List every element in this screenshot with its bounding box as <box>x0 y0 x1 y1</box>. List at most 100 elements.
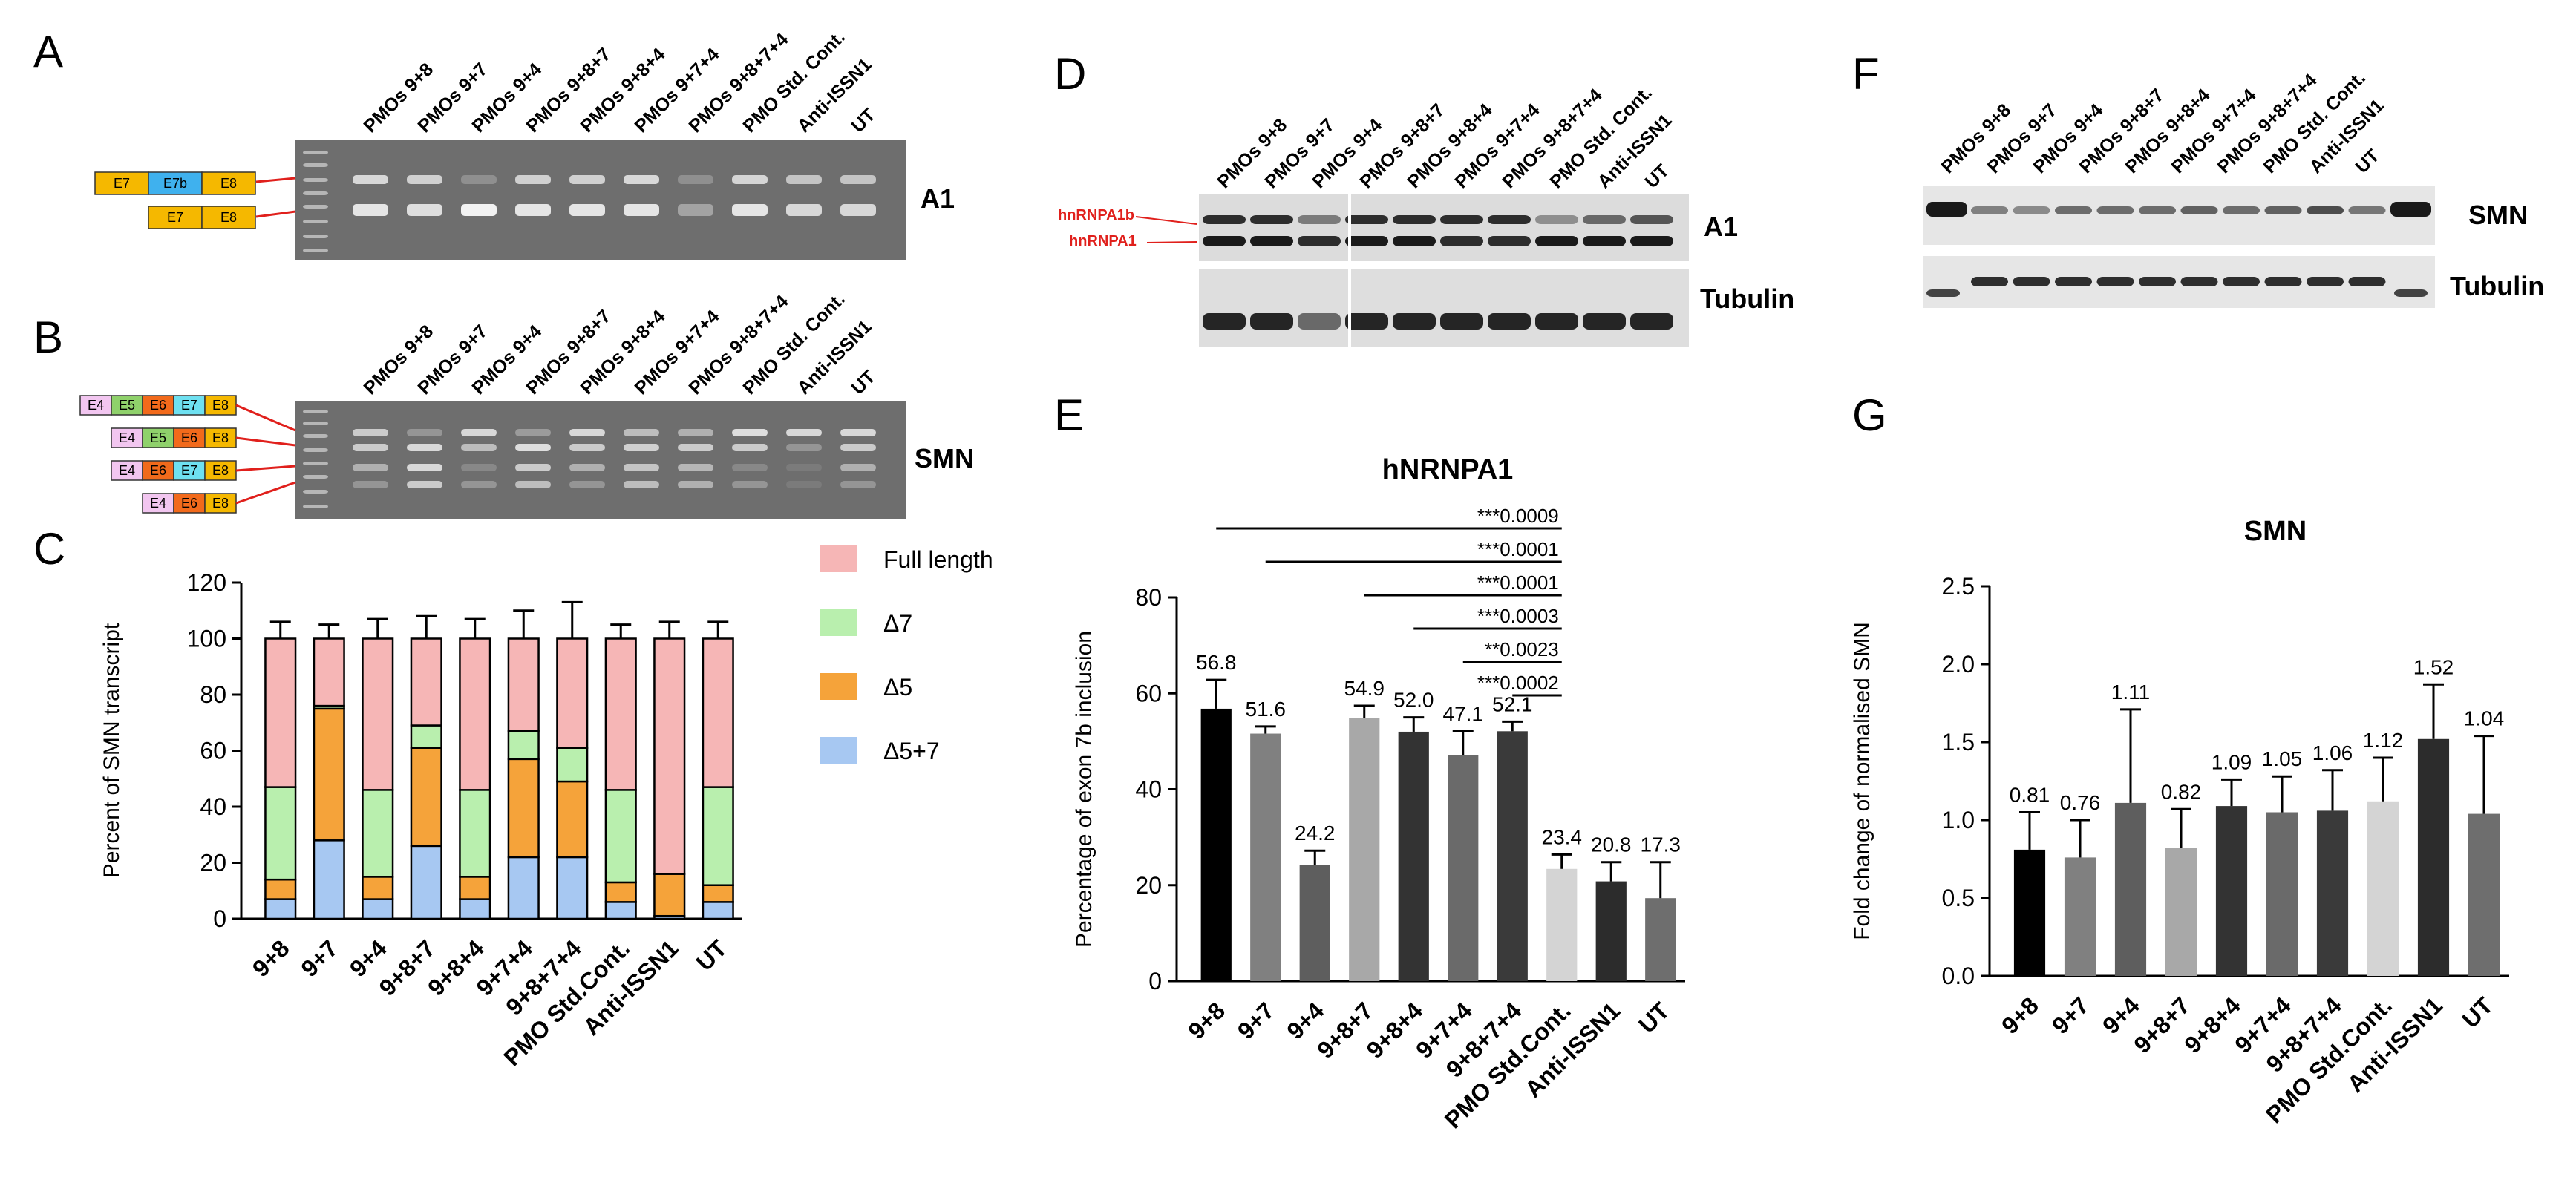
blot-band <box>2348 206 2386 214</box>
y-axis-title: Fold change of normalised SMN <box>1850 622 1874 940</box>
bar <box>2266 812 2298 976</box>
gel-band <box>569 429 605 436</box>
blot-band <box>2223 206 2260 214</box>
gel-band <box>840 481 876 488</box>
gel-band <box>461 175 497 184</box>
band-label-hnrnpa1: hnRNPA1 <box>1069 233 1137 249</box>
gel-band <box>569 481 605 488</box>
gel-band <box>732 175 768 184</box>
exon-label: E4 <box>150 496 166 511</box>
stacked-bar-segment <box>264 637 297 788</box>
stacked-bar-segment <box>556 856 589 920</box>
blot-band <box>1440 215 1483 224</box>
exon-label: E4 <box>88 398 104 413</box>
exon-box <box>173 460 206 481</box>
panel-b-isoform-diagram: E4 E5 E6 E7 E8 E4 E5 E6 E8 E4 E6 E7 E8 E4 E6 E8 <box>79 395 296 514</box>
stacked-bar-segment <box>507 758 540 859</box>
chart-title: hNRNPA1 <box>1382 454 1514 485</box>
gel-band <box>461 481 497 488</box>
bar <box>1398 731 1429 981</box>
stacked-bar-segment <box>604 637 637 791</box>
gel-band <box>786 481 822 488</box>
blot-band <box>2096 206 2134 214</box>
blot-band <box>1345 313 1388 330</box>
bar <box>1546 868 1578 981</box>
stacked-bar-segment <box>264 878 297 900</box>
stacked-bar-segment <box>362 898 394 920</box>
stacked-bar-segment <box>507 856 540 920</box>
exon-box <box>204 427 237 448</box>
ladder-band <box>303 434 328 438</box>
stacked-bar-segment <box>362 789 394 878</box>
panel-c-stacked-bar-chart: 0 20 40 60 80 100 120 Percent of SMN transcript… <box>99 545 993 1071</box>
stacked-bar-segment <box>410 845 442 920</box>
gel-band <box>353 204 388 216</box>
y-tick-label: 40 <box>200 793 226 820</box>
blot-band <box>2264 206 2302 214</box>
gel-band <box>515 464 551 471</box>
exon-label: E6 <box>181 496 197 511</box>
bar <box>1349 718 1380 981</box>
exon-box <box>173 395 206 416</box>
blot-band <box>1298 215 1341 224</box>
stacked-bar-segment <box>507 637 540 732</box>
stacked-bar-segment <box>653 637 686 875</box>
x-tick-label: UT <box>691 934 733 976</box>
stacked-bar-segment <box>459 789 491 878</box>
blot-band <box>1250 236 1293 246</box>
blot-band <box>1298 313 1341 330</box>
panel-d-blot-tubulin <box>1199 269 1689 347</box>
stacked-bar-segment <box>313 637 345 707</box>
panel-a-gel-label: A1 <box>921 183 955 214</box>
gel-band <box>461 429 497 436</box>
gel-band <box>678 204 713 216</box>
panel-label-e: E <box>1054 390 1084 440</box>
exon-box <box>204 395 237 416</box>
x-tick-label: 9+7 <box>2047 991 2094 1039</box>
stacked-bar-segment <box>459 637 491 791</box>
gel-band <box>732 464 768 471</box>
exon-box <box>201 171 256 195</box>
exon-box <box>173 427 206 448</box>
ladder-band <box>303 490 328 494</box>
gel-band <box>624 175 659 184</box>
bar <box>2165 848 2197 976</box>
x-tick-label: UT <box>1633 997 1675 1038</box>
panel-b-gel-bands <box>303 410 876 508</box>
exon-label: E6 <box>150 398 166 413</box>
legend-label: Δ7 <box>883 610 912 637</box>
legend-swatch <box>820 545 857 572</box>
panel-g-bar-chart: 0.0 0.5 1.0 1.5 2.0 2.5 Fold change of normali… <box>1850 516 2509 1128</box>
data-label: 1.04 <box>2464 707 2505 730</box>
ladder-band <box>303 422 328 425</box>
stacked-bar-segment <box>702 637 734 788</box>
gel-band <box>678 464 713 471</box>
stacked-bar-segment <box>702 884 734 903</box>
data-label: 1.52 <box>2413 655 2454 678</box>
stacked-bar-segment <box>556 780 589 859</box>
blot-band <box>1250 313 1293 330</box>
stacked-bar-segment <box>459 876 491 900</box>
bar <box>1200 708 1232 981</box>
data-label: 0.82 <box>2161 780 2202 803</box>
bar <box>1645 898 1676 981</box>
gel-band <box>569 175 605 184</box>
gel-band <box>515 175 551 184</box>
exon-box <box>94 171 149 195</box>
legend-label: Δ5 <box>883 674 912 701</box>
bar <box>2417 738 2450 976</box>
blot-band <box>1971 277 2008 286</box>
stacked-bar-segment <box>556 637 589 749</box>
gel-band <box>786 444 822 451</box>
gel-band <box>840 429 876 436</box>
exon-label: E5 <box>150 430 166 445</box>
band-label-hnrnpa1b: hnRNPA1b <box>1058 207 1134 223</box>
bar <box>1497 731 1528 981</box>
isoform-connector <box>235 465 296 472</box>
panel-label-a: A <box>33 27 63 76</box>
gel-band <box>786 464 822 471</box>
exon-label: E8 <box>220 210 237 225</box>
blot-band <box>1535 313 1578 330</box>
data-label: 52.0 <box>1393 689 1434 712</box>
